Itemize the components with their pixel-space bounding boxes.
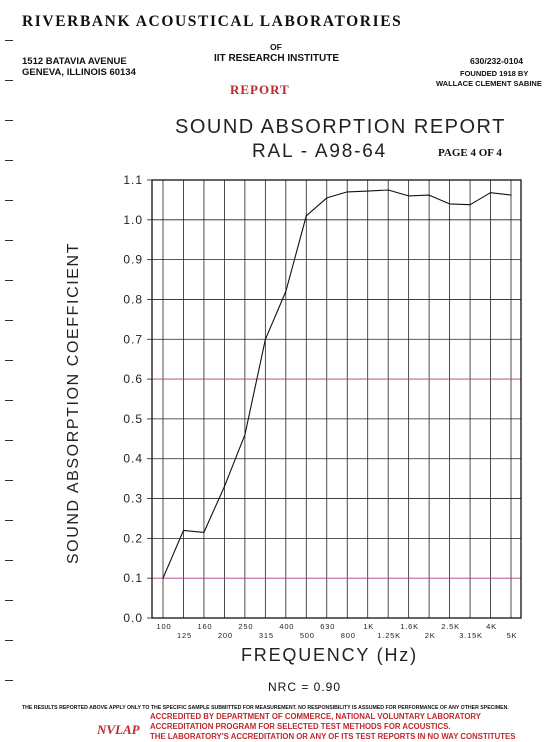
- x-tick-label: 160: [197, 622, 212, 631]
- y-tick-label: 0.0: [123, 611, 143, 625]
- y-tick-label: 0.6: [123, 372, 143, 386]
- address-line1: 1512 BATAVIA AVENUE: [22, 56, 127, 67]
- x-tick-label: 1.25K: [377, 631, 401, 640]
- data-point: [182, 529, 185, 532]
- y-tick-label: 0.4: [123, 452, 143, 466]
- data-point: [367, 190, 369, 192]
- x-tick-label: 1K: [363, 622, 374, 631]
- x-tick-label: 125: [177, 631, 192, 640]
- x-tick-label: 3.15K: [459, 631, 483, 640]
- data-point: [305, 215, 307, 217]
- x-tick-label: 1.6K: [400, 622, 419, 631]
- x-tick-label: 2K: [425, 631, 436, 640]
- phone-number: 630/232-0104: [470, 56, 524, 66]
- chart-subtitle: RAL - A98-64: [252, 141, 387, 162]
- data-point: [223, 486, 226, 488]
- of-label: OF: [270, 42, 282, 52]
- y-tick-label: 0.5: [123, 412, 143, 426]
- y-tick-label: 0.2: [123, 531, 143, 545]
- x-tick-label: 100: [157, 622, 172, 631]
- page-label: PAGE 4 OF 4: [438, 147, 502, 159]
- y-tick-label: 1.1: [123, 173, 143, 187]
- lab-name: RIVERBANK ACOUSTICAL LABORATORIES: [22, 13, 403, 30]
- address-line2: GENEVA, ILLINOIS 60134: [22, 67, 136, 78]
- plot-frame: [151, 179, 522, 619]
- x-tick-label: 4K: [486, 622, 497, 631]
- data-point: [408, 195, 410, 197]
- data-point: [264, 338, 266, 340]
- series-line: [162, 189, 512, 579]
- data-point: [469, 204, 471, 206]
- accred-line3: THE LABORATORY'S ACCREDITATION OR ANY OF…: [150, 732, 516, 741]
- y-tick-label: 0.7: [123, 332, 143, 346]
- data-point: [489, 192, 492, 194]
- nvlap-logo: NVLAP: [97, 722, 140, 737]
- accred-line1: ACCREDITED BY DEPARTMENT OF COMMERCE, NA…: [150, 712, 481, 721]
- data-point: [387, 189, 389, 191]
- y-tick-label: 0.3: [123, 492, 143, 506]
- report-heading: REPORT: [230, 82, 290, 97]
- x-tick-label: 2.5K: [441, 622, 460, 631]
- x-tick-label: 5K: [507, 631, 518, 640]
- accreditation-text: ACCREDITED BY DEPARTMENT OF COMMERCE, NA…: [150, 712, 515, 742]
- x-tick-label: 500: [300, 631, 315, 640]
- y-tick-label: 0.9: [123, 253, 143, 267]
- institute-name: IIT RESEARCH INSTITUTE: [214, 53, 340, 64]
- founded-line1: FOUNDED 1918 BY: [460, 69, 529, 78]
- x-tick-label: 250: [238, 622, 253, 631]
- x-tick-label: 800: [341, 631, 356, 640]
- y-tick-label: 0.1: [123, 571, 143, 585]
- chart-title: SOUND ABSORPTION REPORT: [175, 116, 506, 138]
- data-point: [448, 203, 451, 205]
- founded-line2: WALLACE CLEMENT SABINE: [436, 79, 542, 88]
- data-point: [162, 577, 164, 579]
- y-tick-label: 0.8: [123, 292, 143, 306]
- data-point: [244, 434, 246, 436]
- x-axis-label: FREQUENCY (Hz): [241, 645, 418, 665]
- y-tick-label: 1.0: [123, 213, 143, 227]
- nrc-value: NRC = 0.90: [268, 680, 342, 694]
- data-point: [285, 290, 287, 293]
- disclaimer-text: THE RESULTS REPORTED ABOVE APPLY ONLY TO…: [22, 705, 509, 711]
- data-point: [428, 194, 430, 196]
- x-tick-label: 630: [320, 622, 335, 631]
- accred-line2: ACCREDITATION PROGRAM FOR SELECTED TEST …: [150, 722, 451, 731]
- data-point: [326, 197, 328, 199]
- data-point: [203, 531, 205, 533]
- x-tick-label: 400: [279, 622, 294, 631]
- data-point: [510, 194, 512, 196]
- x-tick-label: 200: [218, 631, 233, 640]
- x-tick-label: 315: [259, 631, 274, 640]
- data-point: [346, 191, 348, 193]
